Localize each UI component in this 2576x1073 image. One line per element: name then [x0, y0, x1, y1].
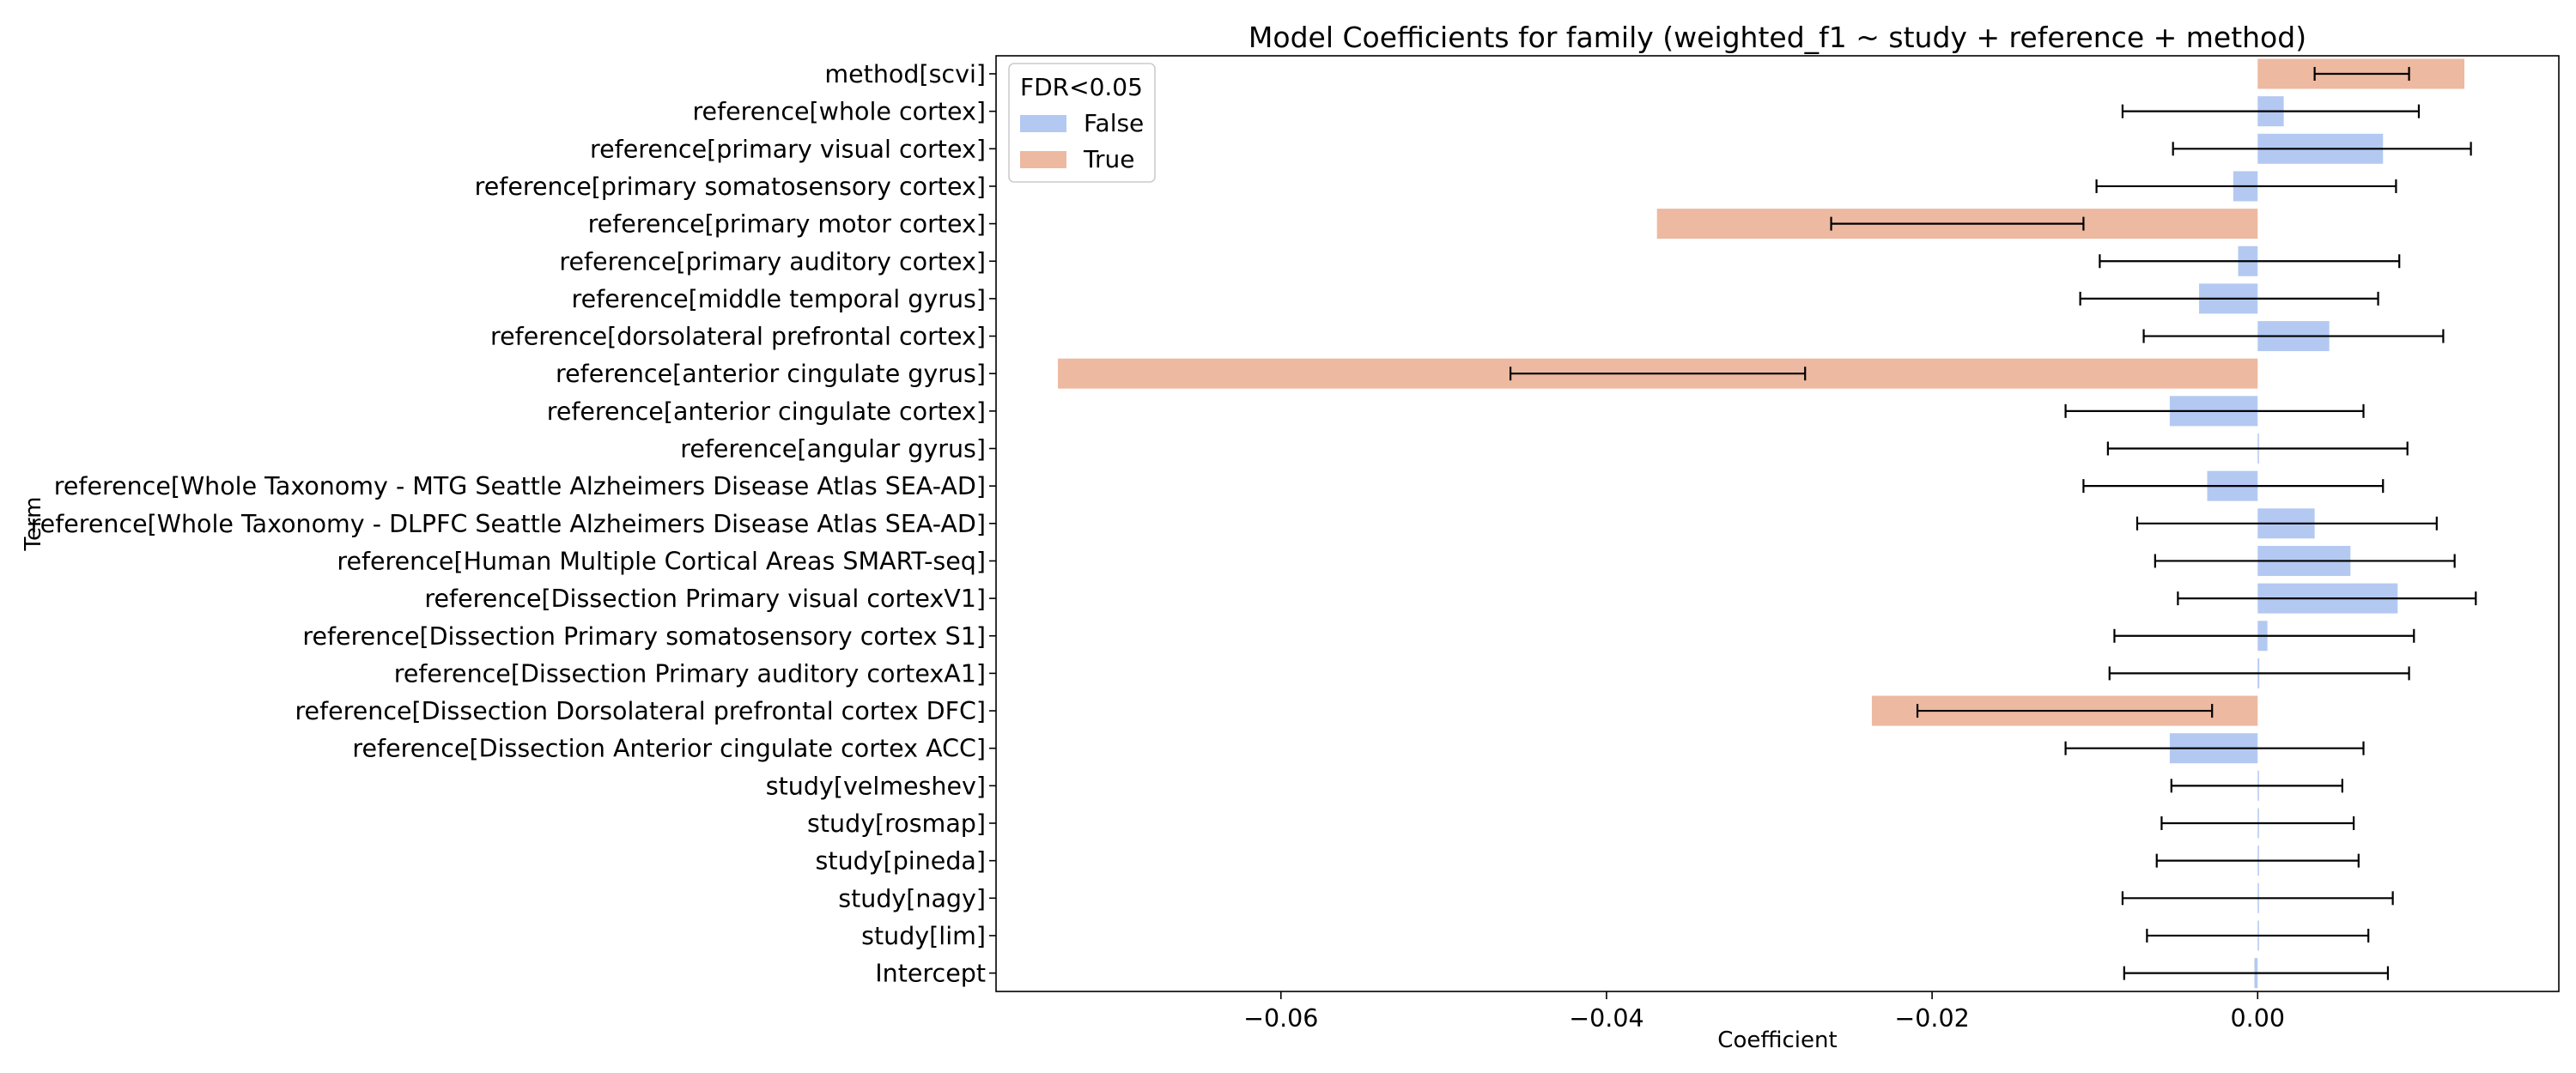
- legend-title: FDR<0.05: [1020, 73, 1143, 101]
- y-tick-label: reference[primary motor cortex]: [588, 210, 986, 239]
- y-tick-label: study[pineda]: [816, 847, 986, 876]
- y-tick-label: method[scvi]: [824, 60, 986, 88]
- y-tick-label: reference[angular gyrus]: [680, 435, 986, 464]
- y-tick-label: study[nagy]: [838, 884, 986, 912]
- y-tick-labels: method[scvi] reference[whole cortex] refer…: [31, 60, 996, 988]
- y-tick-label: study[velmeshev]: [766, 772, 986, 800]
- y-tick-label: reference[primary auditory cortex]: [559, 247, 986, 276]
- chart-title: Model Coefficients for family (weighted_…: [1249, 21, 2306, 54]
- y-tick-label: reference[Dissection Primary somatosenso…: [302, 622, 986, 651]
- y-tick-label: study[rosmap]: [807, 809, 986, 838]
- y-tick-label: reference[anterior cingulate cortex]: [547, 397, 986, 426]
- y-tick-label: reference[Dissection Primary visual cort…: [424, 585, 986, 613]
- y-tick-label: reference[Whole Taxonomy - MTG Seattle A…: [54, 472, 986, 500]
- y-tick-label: reference[Whole Taxonomy - DLPFC Seattle…: [31, 510, 986, 538]
- legend-entries: False True: [1020, 109, 1144, 173]
- legend: FDR<0.05 False True: [1008, 63, 1156, 183]
- x-tick-label: 0.00: [2231, 1004, 2285, 1033]
- legend-label: True: [1083, 145, 1134, 173]
- y-tick-label: reference[Dissection Primary auditory co…: [394, 659, 986, 688]
- y-tick-label: reference[middle temporal gyrus]: [572, 285, 986, 313]
- y-axis-label: Term: [21, 496, 46, 551]
- legend-label: False: [1084, 109, 1144, 137]
- y-tick-label: reference[whole cortex]: [692, 98, 986, 126]
- y-tick-label: Intercept: [875, 960, 986, 988]
- x-tick-label: −0.04: [1569, 1004, 1643, 1033]
- x-axis-label: Coefficient: [1717, 1028, 1837, 1053]
- y-tick-label: reference[Dissection Dorsolateral prefro…: [295, 697, 986, 725]
- legend-swatch: [1020, 151, 1066, 168]
- y-tick-label: reference[Human Multiple Cortical Areas …: [337, 547, 986, 575]
- legend-swatch: [1020, 115, 1066, 132]
- y-tick-label: reference[anterior cingulate gyrus]: [556, 360, 986, 388]
- errorbars-layer: [1509, 67, 2477, 980]
- y-tick-label: reference[dorsolateral prefrontal cortex…: [490, 323, 986, 351]
- y-tick-label: study[lim]: [861, 922, 986, 950]
- y-tick-label: reference[primary somatosensory cortex]: [475, 173, 986, 201]
- y-tick-label: reference[Dissection Anterior cingulate …: [352, 735, 986, 763]
- y-tick-label: reference[primary visual cortex]: [590, 135, 986, 163]
- x-tick-labels: −0.06 −0.04 −0.02 0.00: [1243, 991, 2285, 1033]
- x-tick-label: −0.06: [1243, 1004, 1318, 1033]
- x-tick-label: −0.02: [1894, 1004, 1969, 1033]
